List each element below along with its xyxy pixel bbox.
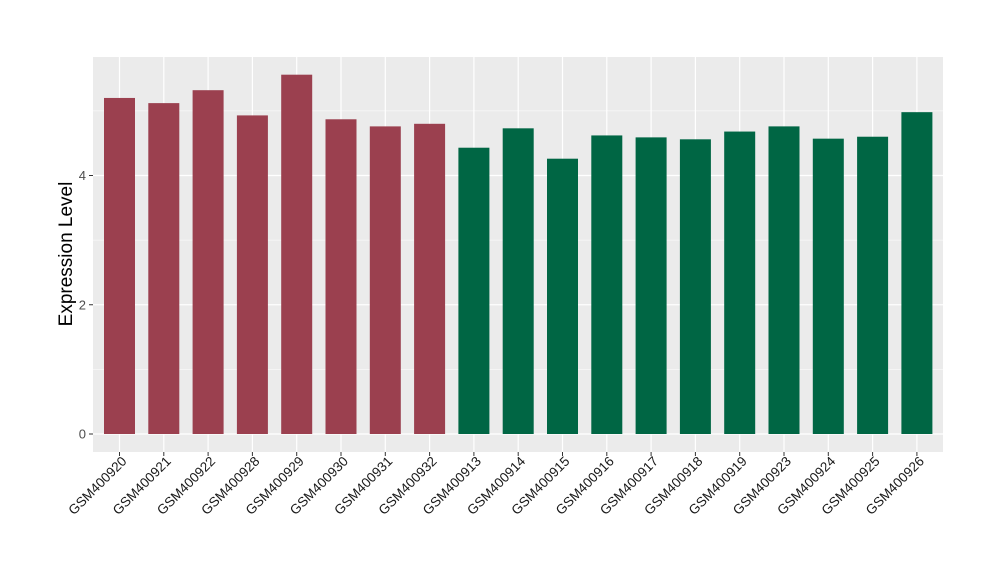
bar-GSM400923 (768, 126, 800, 434)
bar-GSM400926 (901, 112, 933, 434)
bar-GSM400915 (547, 158, 578, 434)
y-axis-title: Expression Level (56, 182, 77, 327)
bar-GSM400925 (857, 136, 889, 434)
bar-GSM400914 (502, 128, 534, 435)
bar-GSM400928 (236, 115, 268, 435)
bar-GSM400924 (812, 138, 844, 434)
bar-GSM400931 (369, 126, 401, 434)
bars (104, 74, 933, 435)
bar-GSM400932 (414, 123, 446, 435)
y-axis: 0 2 4 (79, 168, 93, 442)
bar-GSM400929 (281, 74, 313, 434)
y-tick-label: 2 (79, 297, 86, 312)
bar-GSM400918 (679, 139, 711, 434)
bar-GSM400919 (724, 131, 756, 434)
bar-GSM400920 (104, 97, 135, 434)
x-axis: GSM400920GSM400921GSM400922GSM400928GSM4… (65, 452, 927, 518)
bar-GSM400917 (635, 137, 667, 434)
y-tick-label: 0 (79, 427, 86, 442)
bar-GSM400922 (192, 90, 224, 434)
bar-GSM400921 (148, 103, 180, 435)
bar-GSM400913 (458, 147, 490, 434)
y-tick-label: 4 (79, 168, 86, 183)
bar-GSM400916 (591, 135, 623, 434)
bar-GSM400930 (325, 119, 357, 435)
